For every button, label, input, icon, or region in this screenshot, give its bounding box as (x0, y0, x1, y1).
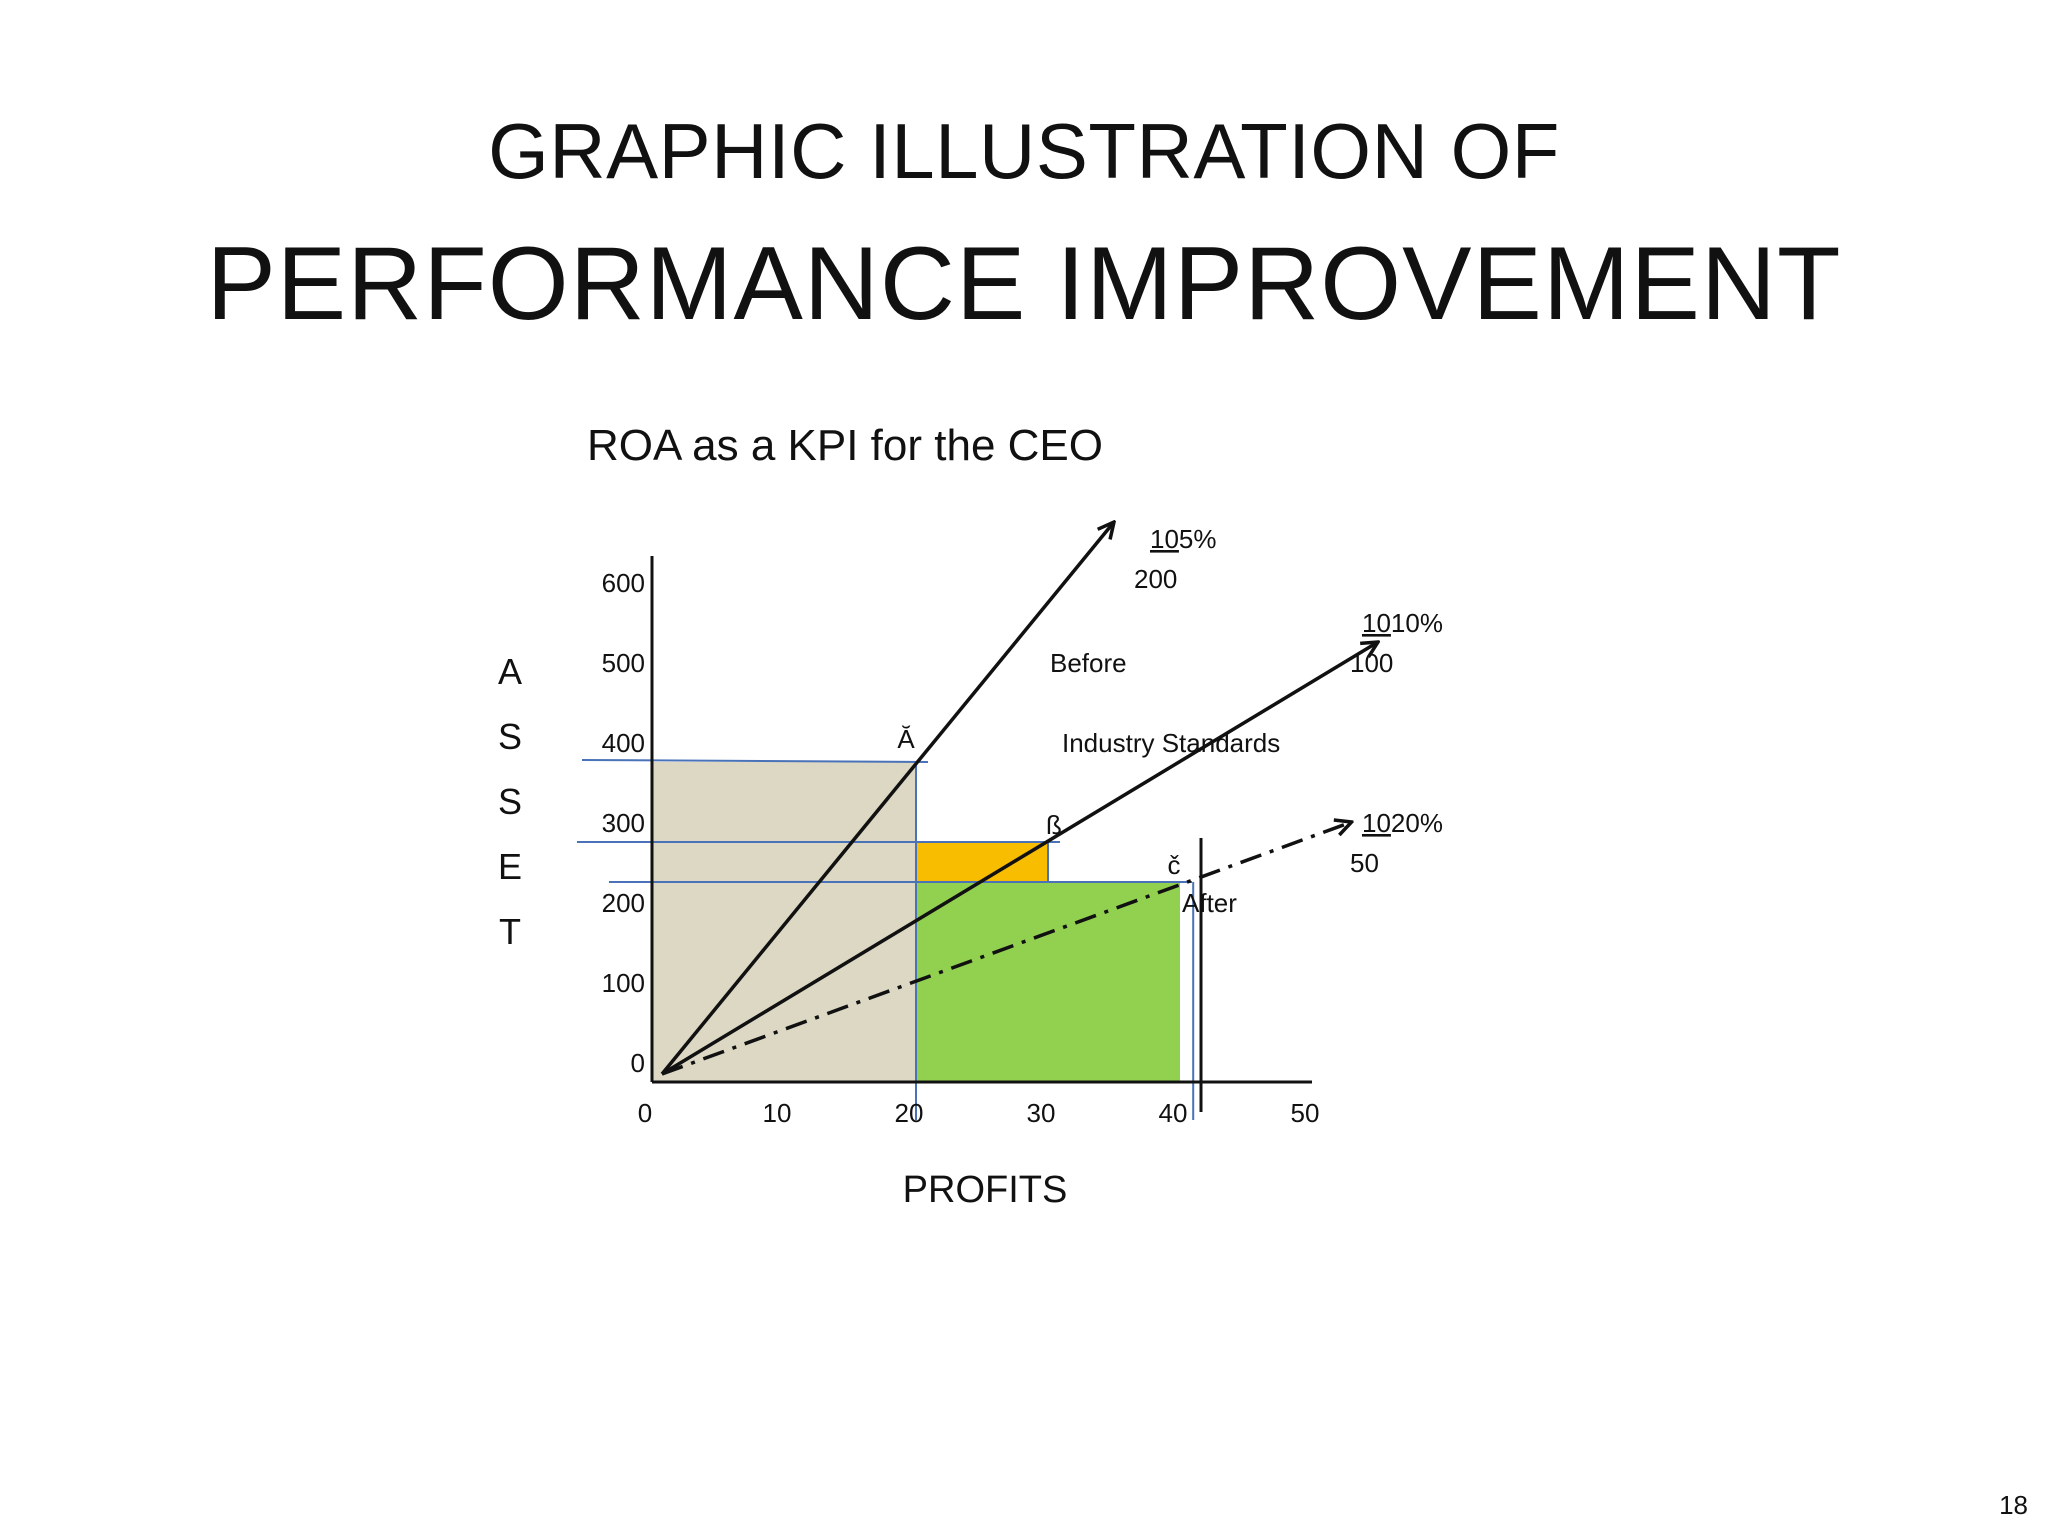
y-axis-letter: T (499, 911, 521, 952)
ratio-denominator: 100 (1350, 648, 1393, 678)
y-tick-label: 600 (602, 568, 645, 598)
y-tick-label: 300 (602, 808, 645, 838)
annotation-label: After (1182, 888, 1237, 918)
series-line-1 (661, 642, 1378, 1076)
point-label: ß (1046, 810, 1062, 840)
annotation-label: Industry Standards (1062, 728, 1280, 758)
x-tick-label: 0 (638, 1098, 652, 1128)
series-line-2 (661, 822, 1352, 1076)
slide-title-line2: PERFORMANCE IMPROVEMENT (206, 226, 1842, 342)
x-tick-label: 50 (1291, 1098, 1320, 1128)
ratio-denominator: 200 (1134, 564, 1177, 594)
annotation-label: Before (1050, 648, 1127, 678)
y-tick-label: 400 (602, 728, 645, 758)
slide-title-line1: GRAPHIC ILLUSTRATION OF (488, 107, 1560, 195)
chart-title: ROA as a KPI for the CEO (587, 421, 1103, 470)
point-label: Ă (897, 724, 915, 754)
page-number: 18 (1999, 1490, 2028, 1520)
y-axis-letter: S (498, 716, 522, 757)
series-line-0 (660, 522, 1114, 1076)
ratio-label: 105% (1150, 524, 1217, 554)
ratio-label: 1010% (1362, 608, 1443, 638)
region-1 (916, 842, 1048, 882)
region-2 (916, 882, 1180, 1082)
y-tick-label: 200 (602, 888, 645, 918)
y-tick-label: 0 (631, 1048, 645, 1078)
x-tick-label: 30 (1027, 1098, 1056, 1128)
guide-h-0 (581, 759, 929, 763)
x-axis-label: PROFITS (903, 1169, 1068, 1211)
y-tick-label: 100 (602, 968, 645, 998)
ratio-denominator: 50 (1350, 848, 1379, 878)
y-axis-letter: A (498, 651, 522, 692)
point-label: č (1168, 850, 1181, 880)
x-tick-label: 20 (895, 1098, 924, 1128)
y-tick-label: 500 (602, 648, 645, 678)
x-tick-label: 40 (1159, 1098, 1188, 1128)
ratio-label: 1020% (1362, 808, 1443, 838)
y-axis-letter: S (498, 781, 522, 822)
x-tick-label: 10 (763, 1098, 792, 1128)
y-axis-letter: E (498, 846, 522, 887)
